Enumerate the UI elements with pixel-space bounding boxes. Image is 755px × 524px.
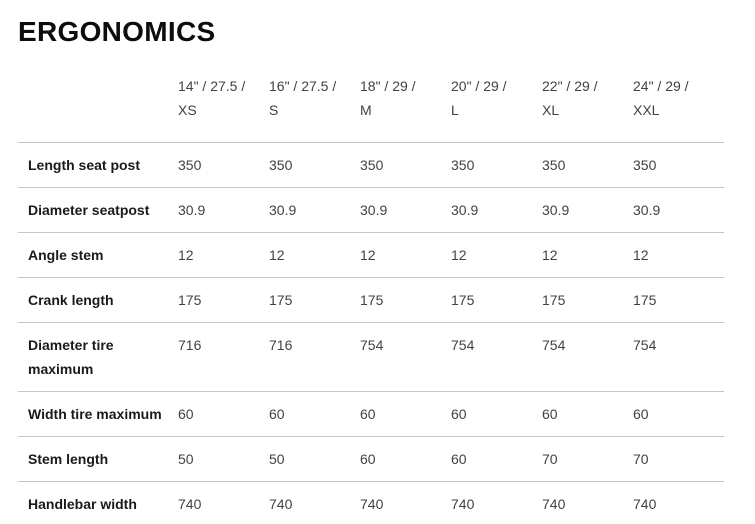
spec-value-cell: 350 bbox=[451, 157, 475, 173]
spec-row-label: Angle stem bbox=[28, 247, 104, 263]
spec-value-cell: 70 bbox=[633, 451, 649, 467]
table-row-stem-length: Stem length 50 50 60 60 70 70 bbox=[18, 437, 724, 482]
column-header-size: L bbox=[451, 102, 459, 118]
spec-row-label: Handlebar width bbox=[28, 496, 137, 512]
table-row-angle-stem: Angle stem 12 12 12 12 12 12 bbox=[18, 233, 724, 278]
spec-row-label: Stem length bbox=[28, 451, 109, 467]
spec-row-label: Length seat post bbox=[28, 157, 141, 173]
spec-value-cell: 175 bbox=[451, 292, 475, 308]
table-row-diameter-tire-maximum: Diameter tire maximum 716 716 754 754 75… bbox=[18, 323, 724, 392]
column-header-xl: 22" / 29 / XL bbox=[542, 74, 633, 143]
spec-value-cell: 50 bbox=[178, 451, 194, 467]
column-header-xs: 14" / 27.5 / XS bbox=[178, 74, 269, 143]
spec-row-label: Width tire maximum bbox=[28, 406, 162, 422]
spec-value-cell: 754 bbox=[542, 337, 566, 353]
spec-value-cell: 740 bbox=[178, 496, 202, 512]
column-header-size: S bbox=[269, 102, 279, 118]
column-header-empty bbox=[18, 74, 178, 143]
table-row-crank-length: Crank length 175 175 175 175 175 175 bbox=[18, 278, 724, 323]
spec-value-cell: 12 bbox=[542, 247, 558, 263]
spec-value-cell: 30.9 bbox=[633, 202, 661, 218]
spec-value-cell: 175 bbox=[178, 292, 202, 308]
column-header-size: XXL bbox=[633, 102, 660, 118]
spec-row-label: Diameter seatpost bbox=[28, 202, 150, 218]
spec-value-cell: 175 bbox=[542, 292, 566, 308]
column-header-size: XS bbox=[178, 102, 197, 118]
table-row-width-tire-maximum: Width tire maximum 60 60 60 60 60 60 bbox=[18, 392, 724, 437]
spec-value-cell: 60 bbox=[542, 406, 558, 422]
column-header-size: XL bbox=[542, 102, 560, 118]
spec-value-cell: 740 bbox=[542, 496, 566, 512]
column-header-size: M bbox=[360, 102, 372, 118]
spec-value-cell: 12 bbox=[178, 247, 194, 263]
column-header-dims: 20" / 29 / bbox=[451, 78, 507, 94]
spec-value-cell: 740 bbox=[633, 496, 657, 512]
spec-value-cell: 350 bbox=[269, 157, 293, 173]
spec-value-cell: 175 bbox=[633, 292, 657, 308]
spec-value-cell: 754 bbox=[633, 337, 657, 353]
spec-value-cell: 754 bbox=[360, 337, 384, 353]
spec-value-cell: 754 bbox=[451, 337, 475, 353]
column-header-dims: 18" / 29 / bbox=[360, 78, 416, 94]
spec-value-cell: 350 bbox=[178, 157, 202, 173]
spec-value-cell: 30.9 bbox=[360, 202, 388, 218]
column-header-s: 16" / 27.5 / S bbox=[269, 74, 360, 143]
column-header-dims: 22" / 29 / bbox=[542, 78, 598, 94]
spec-value-cell: 175 bbox=[269, 292, 293, 308]
spec-value-cell: 740 bbox=[451, 496, 475, 512]
spec-value-cell: 740 bbox=[269, 496, 293, 512]
ergonomics-spec-table: 14" / 27.5 / XS 16" / 27.5 / S 18" / 29 … bbox=[18, 74, 724, 524]
spec-value-cell: 60 bbox=[360, 406, 376, 422]
spec-value-cell: 60 bbox=[178, 406, 194, 422]
spec-value-cell: 175 bbox=[360, 292, 384, 308]
spec-row-label: Diameter tire maximum bbox=[28, 337, 114, 377]
spec-value-cell: 350 bbox=[633, 157, 657, 173]
spec-value-cell: 30.9 bbox=[451, 202, 479, 218]
spec-value-cell: 350 bbox=[360, 157, 384, 173]
spec-value-cell: 60 bbox=[269, 406, 285, 422]
column-header-dims: 14" / 27.5 / bbox=[178, 78, 246, 94]
spec-value-cell: 30.9 bbox=[269, 202, 297, 218]
spec-value-cell: 60 bbox=[360, 451, 376, 467]
spec-value-cell: 12 bbox=[360, 247, 376, 263]
spec-row-label: Crank length bbox=[28, 292, 114, 308]
table-row-diameter-seatpost: Diameter seatpost 30.9 30.9 30.9 30.9 30… bbox=[18, 188, 724, 233]
column-header-dims: 16" / 27.5 / bbox=[269, 78, 337, 94]
spec-value-cell: 12 bbox=[451, 247, 467, 263]
spec-value-cell: 60 bbox=[451, 406, 467, 422]
spec-value-cell: 12 bbox=[269, 247, 285, 263]
spec-value-cell: 716 bbox=[178, 337, 202, 353]
column-header-m: 18" / 29 / M bbox=[360, 74, 451, 143]
spec-value-cell: 30.9 bbox=[178, 202, 206, 218]
table-header-row: 14" / 27.5 / XS 16" / 27.5 / S 18" / 29 … bbox=[18, 74, 724, 143]
spec-value-cell: 350 bbox=[542, 157, 566, 173]
spec-value-cell: 740 bbox=[360, 496, 384, 512]
spec-value-cell: 30.9 bbox=[542, 202, 570, 218]
column-header-dims: 24" / 29 / bbox=[633, 78, 689, 94]
spec-value-cell: 716 bbox=[269, 337, 293, 353]
spec-value-cell: 70 bbox=[542, 451, 558, 467]
column-header-xxl: 24" / 29 / XXL bbox=[633, 74, 724, 143]
table-row-handlebar-width: Handlebar width 740 740 740 740 740 740 bbox=[18, 482, 724, 524]
spec-value-cell: 60 bbox=[451, 451, 467, 467]
column-header-l: 20" / 29 / L bbox=[451, 74, 542, 143]
table-row-length-seat-post: Length seat post 350 350 350 350 350 350 bbox=[18, 143, 724, 188]
spec-value-cell: 12 bbox=[633, 247, 649, 263]
spec-value-cell: 60 bbox=[633, 406, 649, 422]
page-title: ERGONOMICS bbox=[18, 16, 216, 47]
spec-value-cell: 50 bbox=[269, 451, 285, 467]
